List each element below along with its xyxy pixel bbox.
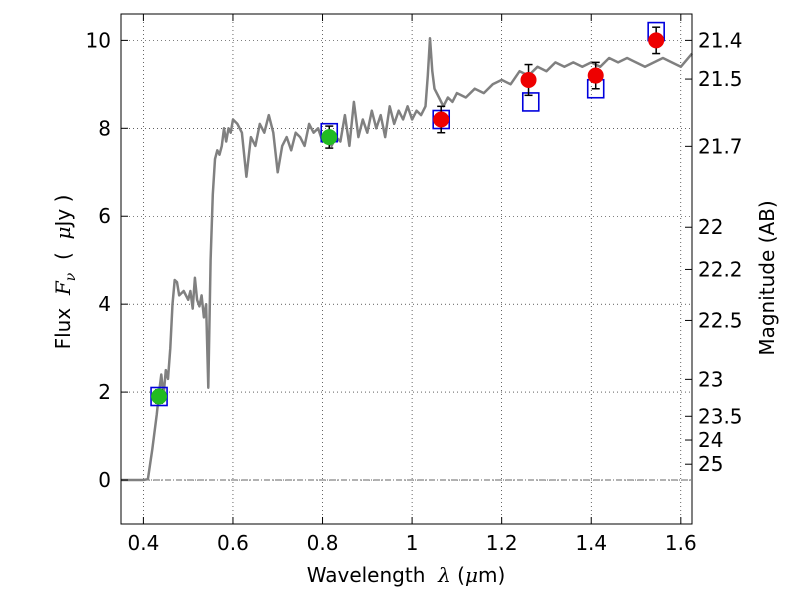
- magnitude-tick-label: 22.5: [698, 308, 743, 332]
- magnitude-tick-label: 21.7: [698, 134, 743, 158]
- x-tick-label: 0.6: [217, 531, 249, 555]
- x-tick-label: 1: [406, 531, 419, 555]
- magnitude-tick-label: 22: [698, 215, 723, 239]
- y-tick-label: 4: [98, 292, 111, 316]
- observed-point: [433, 111, 450, 128]
- magnitude-tick-label: 24: [698, 428, 723, 452]
- y-tick-label: 8: [98, 116, 111, 140]
- plot-frame: [120, 13, 693, 525]
- x-axis-title: Wavelength λ (μm): [307, 563, 506, 587]
- x-tick-label: 1.2: [486, 531, 518, 555]
- magnitude-tick-label: 21.4: [698, 28, 743, 52]
- x-tick-label: 0.8: [307, 531, 339, 555]
- observed-point: [151, 388, 168, 405]
- observed-point: [321, 129, 338, 146]
- y-axis-ticks: 0 2 4 6 8 10: [86, 28, 128, 492]
- y-axis-title: Flux Fν ( μJy ): [51, 195, 79, 350]
- model-photometry-markers: [150, 21, 665, 407]
- magnitude-tick-label: 22.2: [698, 257, 743, 281]
- observed-photometry-markers: [151, 26, 665, 405]
- observed-point: [520, 71, 537, 88]
- x-tick-label: 0.4: [127, 531, 159, 555]
- y-tick-label: 2: [98, 380, 111, 404]
- magnitude-axis-title: Magnitude (AB): [755, 200, 779, 355]
- magnitude-tick-label: 23: [698, 367, 723, 391]
- model-box-marker: [521, 92, 540, 112]
- y-tick-label: 10: [86, 28, 111, 52]
- grid-lines: [121, 14, 692, 524]
- x-tick-label: 1.4: [575, 531, 607, 555]
- model-sed-curve: [121, 36, 693, 482]
- observed-point: [587, 67, 604, 84]
- x-axis-ticks: 0.4 0.6 0.8 1 1.2 1.4 1.6: [127, 14, 697, 555]
- y-tick-label: 0: [98, 468, 111, 492]
- magnitude-tick-label: 25: [698, 452, 723, 476]
- magnitude-tick-label: 21.5: [698, 67, 743, 91]
- observed-point: [648, 32, 665, 49]
- sed-line: [121, 36, 693, 482]
- magnitude-tick-label: 23.5: [698, 404, 743, 428]
- x-tick-label: 1.6: [665, 531, 697, 555]
- y-tick-label: 6: [98, 204, 111, 228]
